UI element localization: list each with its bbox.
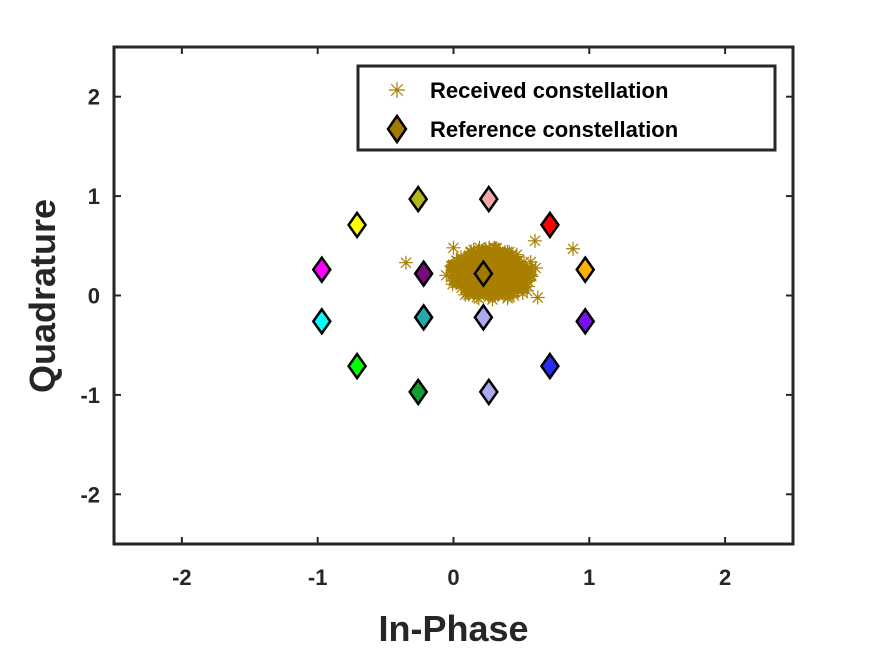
reference-point [478, 377, 499, 407]
reference-overlay-layer [413, 259, 494, 332]
legend-asterisk-marker [389, 82, 405, 98]
received-point [464, 276, 479, 291]
received-point [503, 285, 518, 300]
reference-point [473, 259, 494, 288]
received-point [520, 264, 535, 279]
received-point [487, 240, 502, 255]
received-point [509, 265, 524, 280]
received-point [447, 270, 462, 285]
received-point [487, 265, 502, 280]
received-point [449, 275, 464, 290]
reference-point [473, 303, 494, 332]
received-point [516, 262, 531, 277]
reference-constellation-layer [311, 184, 596, 407]
y-tick-label: -2 [80, 482, 100, 507]
received-point [444, 258, 459, 273]
received-point [474, 249, 489, 264]
y-tick-label: 0 [88, 284, 100, 309]
received-point [446, 240, 461, 255]
received-point [482, 279, 497, 294]
received-point [468, 261, 483, 276]
received-point [514, 261, 529, 276]
reference-point [408, 377, 429, 407]
received-point [495, 273, 510, 288]
y-tick-labels: -2 -1 0 1 2 [80, 85, 100, 508]
y-tick-label: 2 [88, 85, 100, 110]
reference-point [347, 351, 368, 381]
received-point [398, 255, 413, 270]
x-tick-label: -1 [308, 565, 328, 590]
received-point [477, 279, 492, 294]
received-point [530, 290, 545, 305]
received-point [454, 259, 469, 274]
reference-point [311, 255, 332, 284]
received-point [457, 269, 472, 284]
received-point [506, 254, 521, 269]
axis-ticks [114, 47, 793, 544]
received-point [460, 285, 475, 300]
reference-point [539, 351, 560, 381]
received-point [482, 250, 497, 265]
received-point [467, 247, 482, 262]
legend-label-received: Received constellation [430, 78, 668, 103]
x-tick-label: 0 [447, 565, 459, 590]
reference-point [347, 210, 368, 240]
legend-asterisk [389, 82, 405, 98]
received-point [506, 277, 521, 292]
received-point [454, 280, 469, 295]
reference-point [413, 303, 434, 332]
legend-diamond-marker [386, 113, 408, 145]
received-point [463, 281, 478, 296]
x-axis-label: In-Phase [378, 608, 528, 649]
received-point [485, 251, 500, 266]
received-point [488, 263, 503, 278]
received-point [523, 255, 538, 270]
received-point [461, 287, 476, 302]
received-point [527, 233, 542, 248]
received-point [491, 245, 506, 260]
legend: Received constellation Reference constel… [356, 64, 777, 152]
received-point [499, 257, 514, 272]
received-point [449, 253, 464, 268]
received-point [485, 286, 500, 301]
received-point [456, 276, 471, 291]
reference-point [539, 210, 560, 240]
reference-point [311, 307, 332, 336]
received-point [566, 241, 581, 256]
received-point [516, 279, 531, 294]
x-tick-label: -2 [172, 565, 192, 590]
y-tick-label: -1 [80, 383, 100, 408]
x-tick-label: 2 [719, 565, 731, 590]
received-point [528, 261, 543, 276]
legend-diamond [386, 113, 408, 145]
reference-point [408, 184, 429, 214]
received-point [445, 277, 460, 292]
reference-point [478, 184, 499, 214]
y-axis-label: Quadrature [22, 199, 63, 393]
received-point [498, 254, 513, 269]
y-tick-label: 1 [88, 184, 100, 209]
received-point [475, 244, 490, 259]
reference-point [575, 307, 596, 336]
received-point [500, 244, 515, 259]
x-tick-labels: -2 -1 0 1 2 [172, 565, 731, 590]
received-point [468, 253, 483, 268]
received-point [470, 274, 485, 289]
received-point [480, 287, 495, 302]
received-point [505, 285, 520, 300]
legend-box [356, 64, 777, 152]
received-point [480, 257, 495, 272]
received-point [500, 291, 515, 306]
legend-label-reference: Reference constellation [430, 117, 678, 142]
x-tick-label: 1 [583, 565, 595, 590]
received-point [466, 271, 481, 286]
reference-point [413, 259, 434, 288]
reference-point [575, 255, 596, 284]
received-point [439, 268, 454, 283]
received-point [502, 262, 517, 277]
